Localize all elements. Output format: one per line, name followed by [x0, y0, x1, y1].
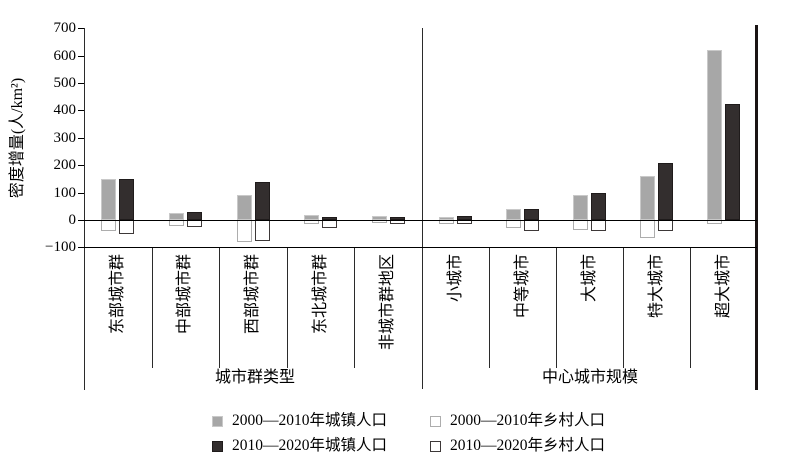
bar-urban-2010-2020: [591, 192, 606, 220]
group-label-right: 中心城市规模: [541, 369, 638, 386]
category-label: 非城市群地区: [379, 254, 397, 351]
y-tick-label: 700: [53, 20, 77, 37]
bar-urban-2010-2020: [658, 162, 673, 220]
panel-divider-line: [422, 28, 423, 389]
bar-urban-2000-2010: [506, 209, 521, 220]
bar-urban-2000-2010: [236, 195, 252, 220]
category-separator-line: [286, 248, 288, 368]
y-tick-mark: [78, 110, 84, 112]
bar-urban-2000-2010: [640, 176, 655, 220]
bar-rural-2010-2020: [119, 220, 135, 234]
category-label: 中部城市群: [176, 254, 194, 335]
y-tick-mark: [78, 220, 84, 221]
axis-bottom-line: [84, 247, 757, 248]
y-tick-label: 200: [53, 157, 77, 174]
bar-urban-2010-2020: [254, 181, 270, 220]
y-tick-mark: [78, 83, 84, 84]
y-tick-mark: [78, 55, 84, 57]
group-label-left: 城市群类型: [214, 369, 295, 386]
category-label: 中等城市: [513, 254, 531, 319]
bar-urban-2000-2010: [101, 178, 117, 220]
bar-urban-2010-2020: [322, 217, 338, 220]
category-label: 东北城市群: [311, 254, 329, 335]
y-tick-label: 0: [68, 212, 77, 228]
legend-label: 2000—2010年城镇人口: [232, 412, 388, 429]
bar-urban-2000-2010: [439, 217, 454, 220]
bar-rural-2010-2020: [591, 220, 606, 231]
bar-rural-2010-2020: [658, 220, 673, 231]
bar-rural-2010-2020: [186, 220, 202, 227]
y-tick-label: 400: [53, 102, 77, 119]
category-separator-line: [556, 248, 557, 368]
bar-urban-2010-2020: [524, 209, 539, 220]
bar-rural-2000-2010: [640, 220, 655, 238]
category-separator-line: [151, 248, 153, 368]
bar-rural-2010-2020: [254, 220, 270, 241]
legend-label: 2010—2020年乡村人口: [450, 437, 606, 454]
category-separator-line: [219, 248, 221, 368]
zero-line: [84, 220, 757, 221]
bar-rural-2000-2010: [506, 220, 521, 229]
category-label: 大城市: [580, 254, 598, 303]
bar-urban-2000-2010: [304, 214, 320, 220]
y-tick-label: −100: [45, 239, 76, 256]
bar-rural-2000-2010: [101, 220, 117, 231]
y-tick-label: 600: [53, 47, 77, 64]
right-border-line: [755, 25, 758, 390]
y-tick-mark: [78, 165, 84, 167]
bar-urban-2010-2020: [389, 217, 405, 220]
category-label: 小城市: [446, 254, 464, 303]
y-tick-label: 100: [53, 184, 77, 201]
legend-item: 2000—2010年乡村人口: [430, 410, 605, 432]
bar-urban-2000-2010: [573, 195, 588, 220]
y-tick-label: 500: [53, 75, 77, 91]
category-label: 特大城市: [647, 254, 665, 319]
legend-item: 2010—2020年城镇人口: [212, 435, 430, 457]
category-label: 超大城市: [714, 254, 732, 319]
y-axis-line: [84, 28, 85, 390]
bar-urban-2000-2010: [371, 215, 387, 220]
legend-item: 2010—2020年乡村人口: [430, 435, 605, 457]
legend-swatch-dark: [212, 440, 223, 452]
y-tick-mark: [78, 28, 84, 30]
legend-label: 2000—2010年乡村人口: [450, 412, 606, 429]
legend-label: 2010—2020年城镇人口: [232, 437, 388, 454]
bar-urban-2010-2020: [725, 103, 740, 220]
bar-rural-2000-2010: [236, 220, 252, 242]
bar-urban-2010-2020: [457, 215, 472, 220]
category-label: 东部城市群: [108, 254, 126, 335]
y-tick-label: 300: [53, 129, 77, 146]
bar-urban-2010-2020: [186, 211, 202, 220]
category-separator-line: [489, 248, 490, 368]
bar-rural-2010-2020: [524, 220, 539, 231]
legend: 2000—2010年城镇人口 2000—2010年乡村人口 2010—2020年城镇…: [212, 410, 605, 457]
bar-rural-2000-2010: [573, 220, 588, 230]
category-label: 西部城市群: [244, 254, 261, 335]
category-separator-line: [354, 248, 356, 368]
category-separator-line: [623, 248, 624, 368]
legend-swatch-white-dark: [430, 440, 441, 452]
bar-urban-2010-2020: [119, 178, 135, 220]
bar-urban-2000-2010: [168, 213, 184, 221]
legend-swatch-white-gray: [430, 415, 441, 427]
bar-rural-2010-2020: [322, 220, 338, 229]
legend-swatch-gray: [212, 415, 223, 427]
bar-urban-2000-2010: [707, 50, 722, 220]
y-tick-mark: [78, 137, 84, 139]
legend-item: 2000—2010年城镇人口: [212, 410, 430, 432]
y-tick-mark: [78, 247, 84, 249]
category-separator-line: [690, 248, 691, 368]
y-tick-mark: [78, 192, 84, 194]
